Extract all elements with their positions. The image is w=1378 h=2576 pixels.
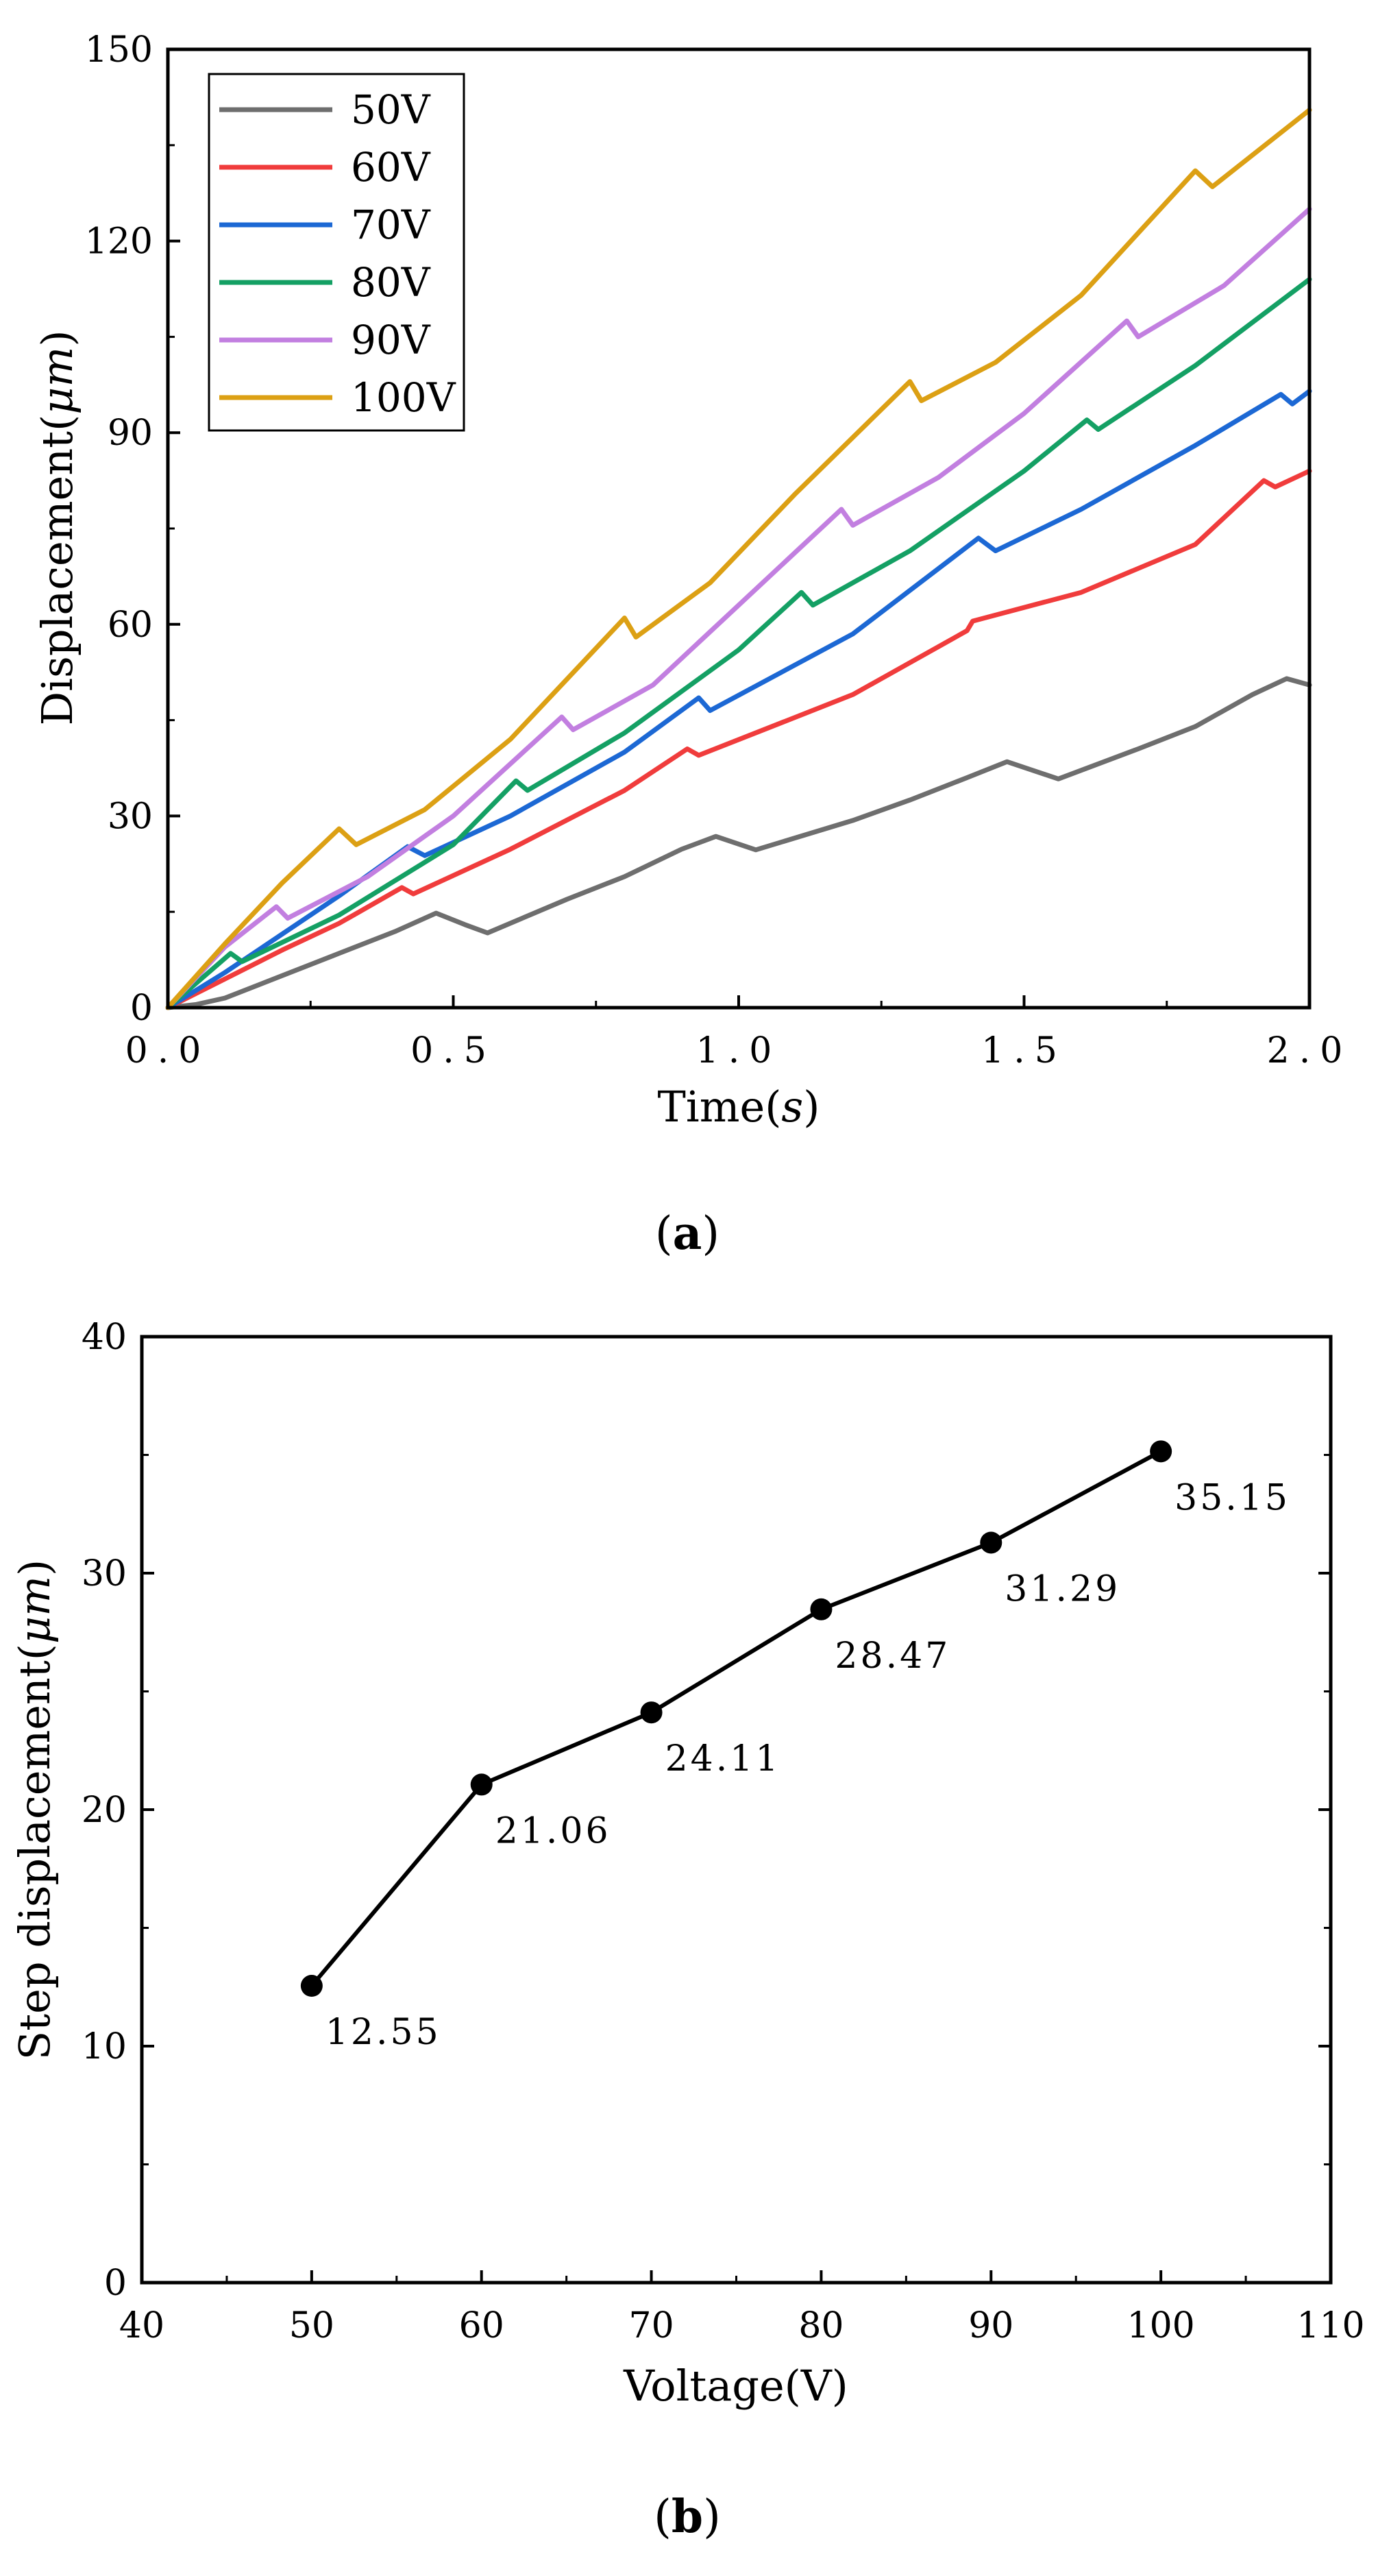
panel-b-ticks <box>140 1335 1332 2284</box>
panel-a-caption-letter: a <box>673 1206 702 1260</box>
step-displacement-point <box>470 1773 493 1796</box>
step-displacement-value-label: 12.55 <box>325 2012 441 2053</box>
panel-a-x-axis-title: Time(s) <box>658 1082 820 1132</box>
panel-a-plot-frame <box>166 47 1312 1010</box>
panel-a-series-lines <box>165 108 1312 1010</box>
panel-b-y-title-unit: μm <box>10 1576 60 1644</box>
panel-b-y-tick-label: 0 <box>104 2263 127 2304</box>
series-line-60v <box>165 468 1312 1010</box>
step-displacement-value-label: 31.29 <box>1005 1568 1120 1609</box>
panel-a-tick-labels: 0.0 0.5 1.0 1.5 2.0 0 30 60 90 120 150 <box>85 29 1353 1071</box>
panel-b-caption-open: ( <box>654 2490 672 2543</box>
step-displacement-value-label: 28.47 <box>835 1636 950 1677</box>
step-displacement-point <box>300 1975 323 1997</box>
step-displacement-value-label: 24.11 <box>665 1738 781 1779</box>
series-line-70v <box>165 389 1312 1010</box>
series-line-90v <box>165 206 1312 1010</box>
legend-label-100v: 100V <box>351 374 456 421</box>
panel-b-y-tick-label: 10 <box>82 2026 127 2067</box>
step-displacement-value-label: 35.15 <box>1174 1477 1290 1518</box>
panel-a-y-tick-label: 150 <box>85 29 153 71</box>
panel-b-x-tick-label: 40 <box>119 2305 164 2346</box>
panel-a-y-title-close: ) <box>32 330 82 346</box>
panel-a-caption-open: ( <box>655 1207 673 1260</box>
series-line-80v <box>165 277 1312 1010</box>
series-line-50v <box>165 676 1312 1010</box>
step-displacement-point <box>1150 1440 1172 1463</box>
panel-b-y-axis-title: Step displacement(μm) <box>10 1559 60 2061</box>
panel-b-y-tick-label: 30 <box>82 1553 127 1594</box>
step-displacement-point <box>640 1701 663 1724</box>
panel-a-caption: (a) <box>655 1206 719 1260</box>
panel-a-y-tick-label: 60 <box>108 605 153 646</box>
step-displacement-point <box>980 1531 1002 1554</box>
panel-a-y-title-unit: μm <box>32 347 82 415</box>
panel-b-y-tick-label: 40 <box>82 1317 127 1358</box>
panel-a-x-tick-label: 0.0 <box>125 1030 211 1071</box>
legend-frame <box>208 73 465 432</box>
panel-a-y-title-text: Displacement( <box>32 415 82 726</box>
panel-b-x-tick-label: 80 <box>798 2305 844 2346</box>
panel-b-caption: (b) <box>654 2490 721 2543</box>
panel-b-x-tick-label: 70 <box>628 2305 674 2346</box>
panel-b-x-tick-label: 110 <box>1296 2305 1364 2346</box>
legend-label-60v: 60V <box>351 144 431 191</box>
panel-b-x-axis-title: Voltage(V) <box>623 2361 848 2411</box>
panel-a-y-tick-label: 0 <box>130 988 153 1029</box>
panel-a-y-tick-label: 120 <box>85 221 153 263</box>
legend-label-80v: 80V <box>351 259 431 306</box>
panel-b-caption-letter: b <box>672 2490 703 2543</box>
panel-a-y-tick-label: 90 <box>108 413 153 454</box>
panel-a-x-tick-label: 1.0 <box>696 1030 782 1071</box>
panel-b-x-tick-label: 60 <box>459 2305 504 2346</box>
step-displacement-line <box>310 1449 1162 1987</box>
panel-b-series: 12.55 21.06 24.11 28.47 31.29 35.15 <box>300 1440 1290 2053</box>
panel-a-x-tick-label: 2.0 <box>1267 1030 1353 1071</box>
panel-b-caption-close: ) <box>703 2490 721 2543</box>
panel-a-y-tick-label: 30 <box>108 796 153 837</box>
panel-a-legend: 50V 60V 70V 80V 90V 100V <box>208 73 465 432</box>
panel-a-x-title-unit: s <box>781 1082 803 1132</box>
panel-a-x-tick-label: 0.5 <box>410 1030 496 1071</box>
panel-b-y-title-close: ) <box>10 1559 60 1576</box>
step-displacement-point <box>810 1598 833 1620</box>
panel-b-y-title-text: Step displacement( <box>10 1644 60 2060</box>
panel-a-y-axis-title: Displacement(μm) <box>32 330 82 725</box>
panel-b-y-tick-label: 20 <box>82 1790 127 1831</box>
panel-b: 12.55 21.06 24.11 28.47 31.29 35.15 40 50 60 70 8… <box>10 1317 1365 2543</box>
step-displacement-value-label: 21.06 <box>495 1810 611 1851</box>
legend-label-70v: 70V <box>351 202 431 248</box>
legend-label-90v: 90V <box>351 317 431 363</box>
panel-a-x-title-close: ) <box>803 1082 820 1132</box>
panel-b-x-tick-label: 50 <box>289 2305 334 2346</box>
panel-a: 0.0 0.5 1.0 1.5 2.0 0 30 60 90 120 150 50V 60V 70V… <box>32 29 1353 1260</box>
panel-a-x-title-text: Time( <box>658 1082 782 1132</box>
panel-b-x-tick-label: 90 <box>968 2305 1013 2346</box>
panel-b-plot-frame <box>140 1335 1333 2285</box>
series-line-100v <box>165 108 1312 1010</box>
panel-b-tick-labels: 40 50 60 70 80 90 100 110 0 10 20 30 40 <box>82 1317 1365 2346</box>
legend-label-50v: 50V <box>351 86 431 133</box>
panel-a-caption-close: ) <box>702 1207 719 1260</box>
panel-b-x-tick-label: 100 <box>1127 2305 1195 2346</box>
panel-a-x-tick-label: 1.5 <box>981 1030 1067 1071</box>
